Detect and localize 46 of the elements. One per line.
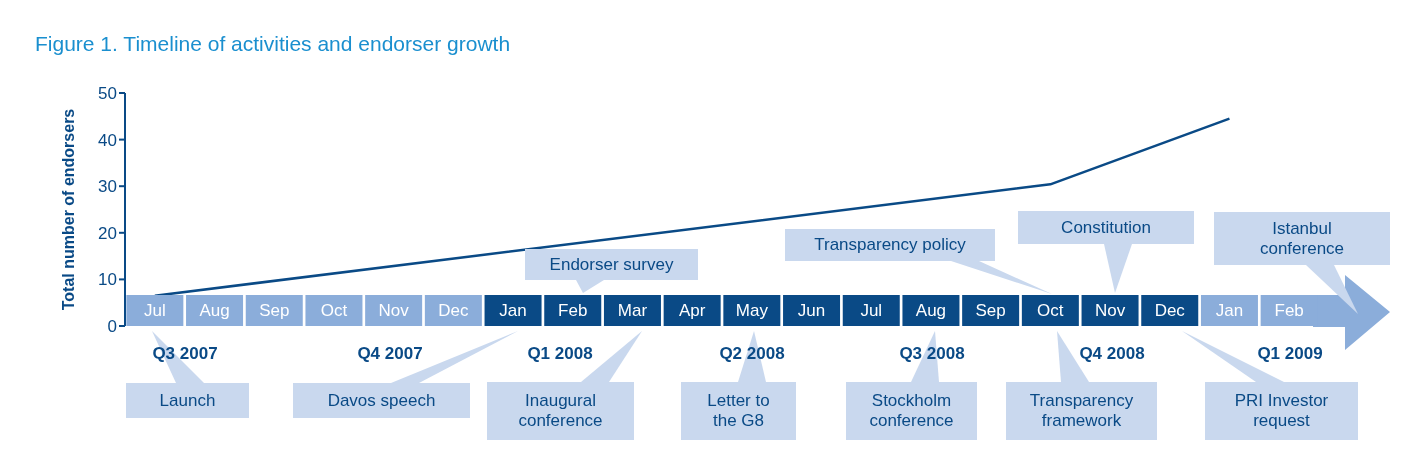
x-tick-label: Jul — [860, 301, 883, 320]
x-tick-label: Dec — [1154, 301, 1186, 320]
x-tick-label: Nov — [1094, 301, 1126, 320]
annotation: Constitution — [1018, 211, 1194, 244]
x-tick-label: Feb — [558, 301, 588, 320]
text: Q3 2008 — [898, 344, 966, 364]
x-tick-label: Dec — [438, 301, 469, 320]
x-tick-label: Jan — [1215, 301, 1244, 320]
annotation: Transparency policy — [785, 229, 995, 261]
y-tick-label: 50 — [98, 84, 117, 104]
text: Q4 2008 — [1078, 344, 1146, 364]
x-tick-label: Oct — [1037, 301, 1064, 320]
x-tick-label: Nov — [378, 301, 410, 320]
x-tick-label: Aug — [199, 301, 230, 320]
text: Stockholm conference — [846, 382, 977, 440]
y-tick-label: 40 — [98, 130, 117, 150]
x-tick-label: Aug — [915, 301, 947, 320]
y-tick-label: 0 — [107, 317, 117, 337]
annotation: Istanbul conference — [1214, 212, 1390, 265]
x-tick-label: Mar — [617, 301, 648, 320]
y-tick-label: 10 — [98, 270, 117, 290]
x-tick-label: Sep — [259, 301, 290, 320]
x-tick-label: Sep — [975, 301, 1006, 320]
x-tick-label: Jul — [143, 301, 166, 320]
y-axis-title: Total number of endorsers — [59, 108, 77, 311]
text: Transparency framework — [1006, 382, 1157, 440]
text: Q1 2008 — [526, 344, 594, 364]
x-tick-label: Jun — [797, 301, 826, 320]
annotation: Endorser survey — [525, 249, 698, 280]
x-tick-label: Feb — [1274, 301, 1304, 320]
text: Q4 2007 — [356, 344, 424, 364]
x-tick-label: May — [735, 301, 769, 320]
text: Launch — [126, 383, 249, 418]
text: Davos speech — [293, 383, 470, 418]
text: Q3 2007 — [151, 344, 219, 364]
x-tick-label: Apr — [678, 301, 706, 320]
y-tick-label: 20 — [98, 223, 117, 243]
text: Inaugural conference — [487, 382, 634, 440]
text: Letter to the G8 — [681, 382, 796, 440]
chart-title: Figure 1. Timeline of activities and endorser growth — [35, 32, 511, 56]
text: PRI Investor request — [1205, 382, 1358, 440]
text: Q1 2009 — [1256, 344, 1324, 364]
text: Q2 2008 — [718, 344, 786, 364]
x-tick-label: Oct — [320, 301, 348, 320]
y-tick-label: 30 — [98, 177, 117, 197]
x-tick-label: Jan — [499, 301, 527, 320]
